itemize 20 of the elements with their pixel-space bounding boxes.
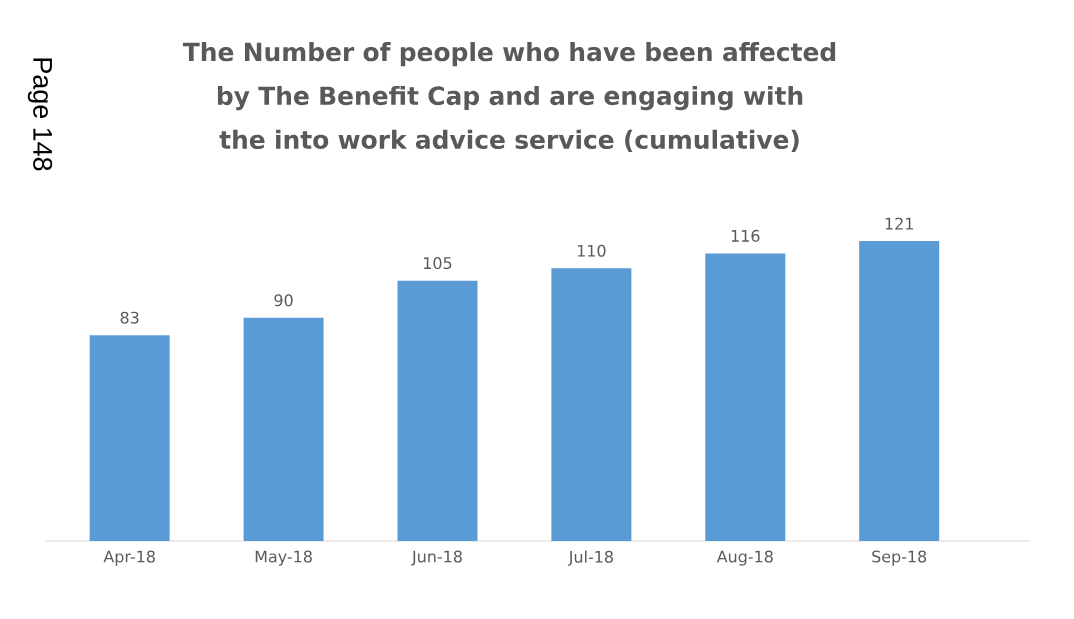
bar — [397, 280, 478, 541]
text: Page 148 — [27, 58, 53, 171]
data-label: 105 — [424, 257, 452, 270]
chart-title: The Number of people who have been affected by The Benefit Cap and are engaging with the into work advice service (cumulative) — [182, 42, 836, 152]
x-tick-label: Jun-18 — [411, 550, 462, 566]
x-tick-label: May-18 — [255, 550, 312, 566]
x-tick-label: Aug-18 — [716, 550, 773, 566]
data-label: 83 — [120, 311, 139, 324]
data-label: 110 — [577, 244, 606, 257]
bar — [859, 240, 940, 541]
data-label: 121 — [885, 217, 913, 230]
x-tick-label: Apr-18 — [103, 550, 155, 566]
data-label: 116 — [731, 229, 760, 242]
data-label: 90 — [274, 294, 293, 307]
bar — [705, 253, 786, 541]
x-tick-label: Sep-18 — [872, 550, 927, 566]
bar — [89, 335, 170, 541]
bar — [551, 268, 632, 541]
x-tick-label: Jul-18 — [567, 550, 613, 566]
bar — [243, 317, 324, 541]
